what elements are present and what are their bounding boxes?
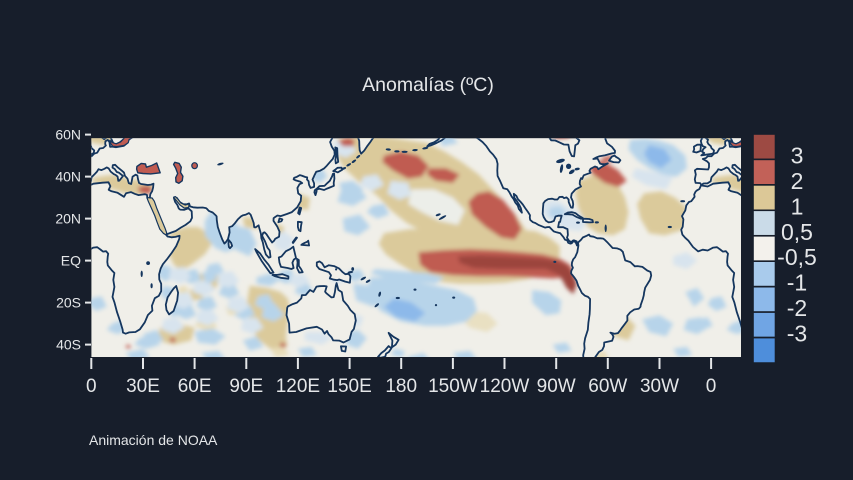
svg-text:60W: 60W <box>588 376 627 397</box>
svg-text:150E: 150E <box>327 376 371 397</box>
svg-text:180: 180 <box>385 376 417 397</box>
svg-text:Animación de NOAA: Animación de NOAA <box>89 432 218 448</box>
svg-text:30W: 30W <box>640 376 679 397</box>
svg-text:40S: 40S <box>56 337 81 353</box>
svg-text:30E: 30E <box>126 376 160 397</box>
svg-text:3: 3 <box>791 142 804 168</box>
svg-text:60E: 60E <box>178 376 212 397</box>
svg-text:-0,5: -0,5 <box>777 244 817 270</box>
svg-text:150W: 150W <box>428 376 478 397</box>
svg-text:20N: 20N <box>55 211 81 227</box>
svg-text:0: 0 <box>706 376 717 397</box>
svg-text:90E: 90E <box>229 376 263 397</box>
svg-text:EQ: EQ <box>61 253 81 269</box>
svg-text:1: 1 <box>791 193 804 219</box>
svg-text:0,5: 0,5 <box>781 219 813 245</box>
svg-text:Anomalías (ºC): Anomalías (ºC) <box>362 74 494 96</box>
svg-text:60N: 60N <box>55 127 81 143</box>
svg-text:120E: 120E <box>276 376 320 397</box>
svg-text:-1: -1 <box>787 270 807 296</box>
svg-text:20S: 20S <box>56 295 81 311</box>
svg-text:40N: 40N <box>55 169 81 185</box>
svg-text:-2: -2 <box>787 295 807 321</box>
svg-text:90W: 90W <box>537 376 576 397</box>
svg-text:0: 0 <box>86 376 97 397</box>
svg-text:120W: 120W <box>480 376 530 397</box>
svg-text:2: 2 <box>791 168 804 194</box>
svg-text:-3: -3 <box>787 321 807 347</box>
